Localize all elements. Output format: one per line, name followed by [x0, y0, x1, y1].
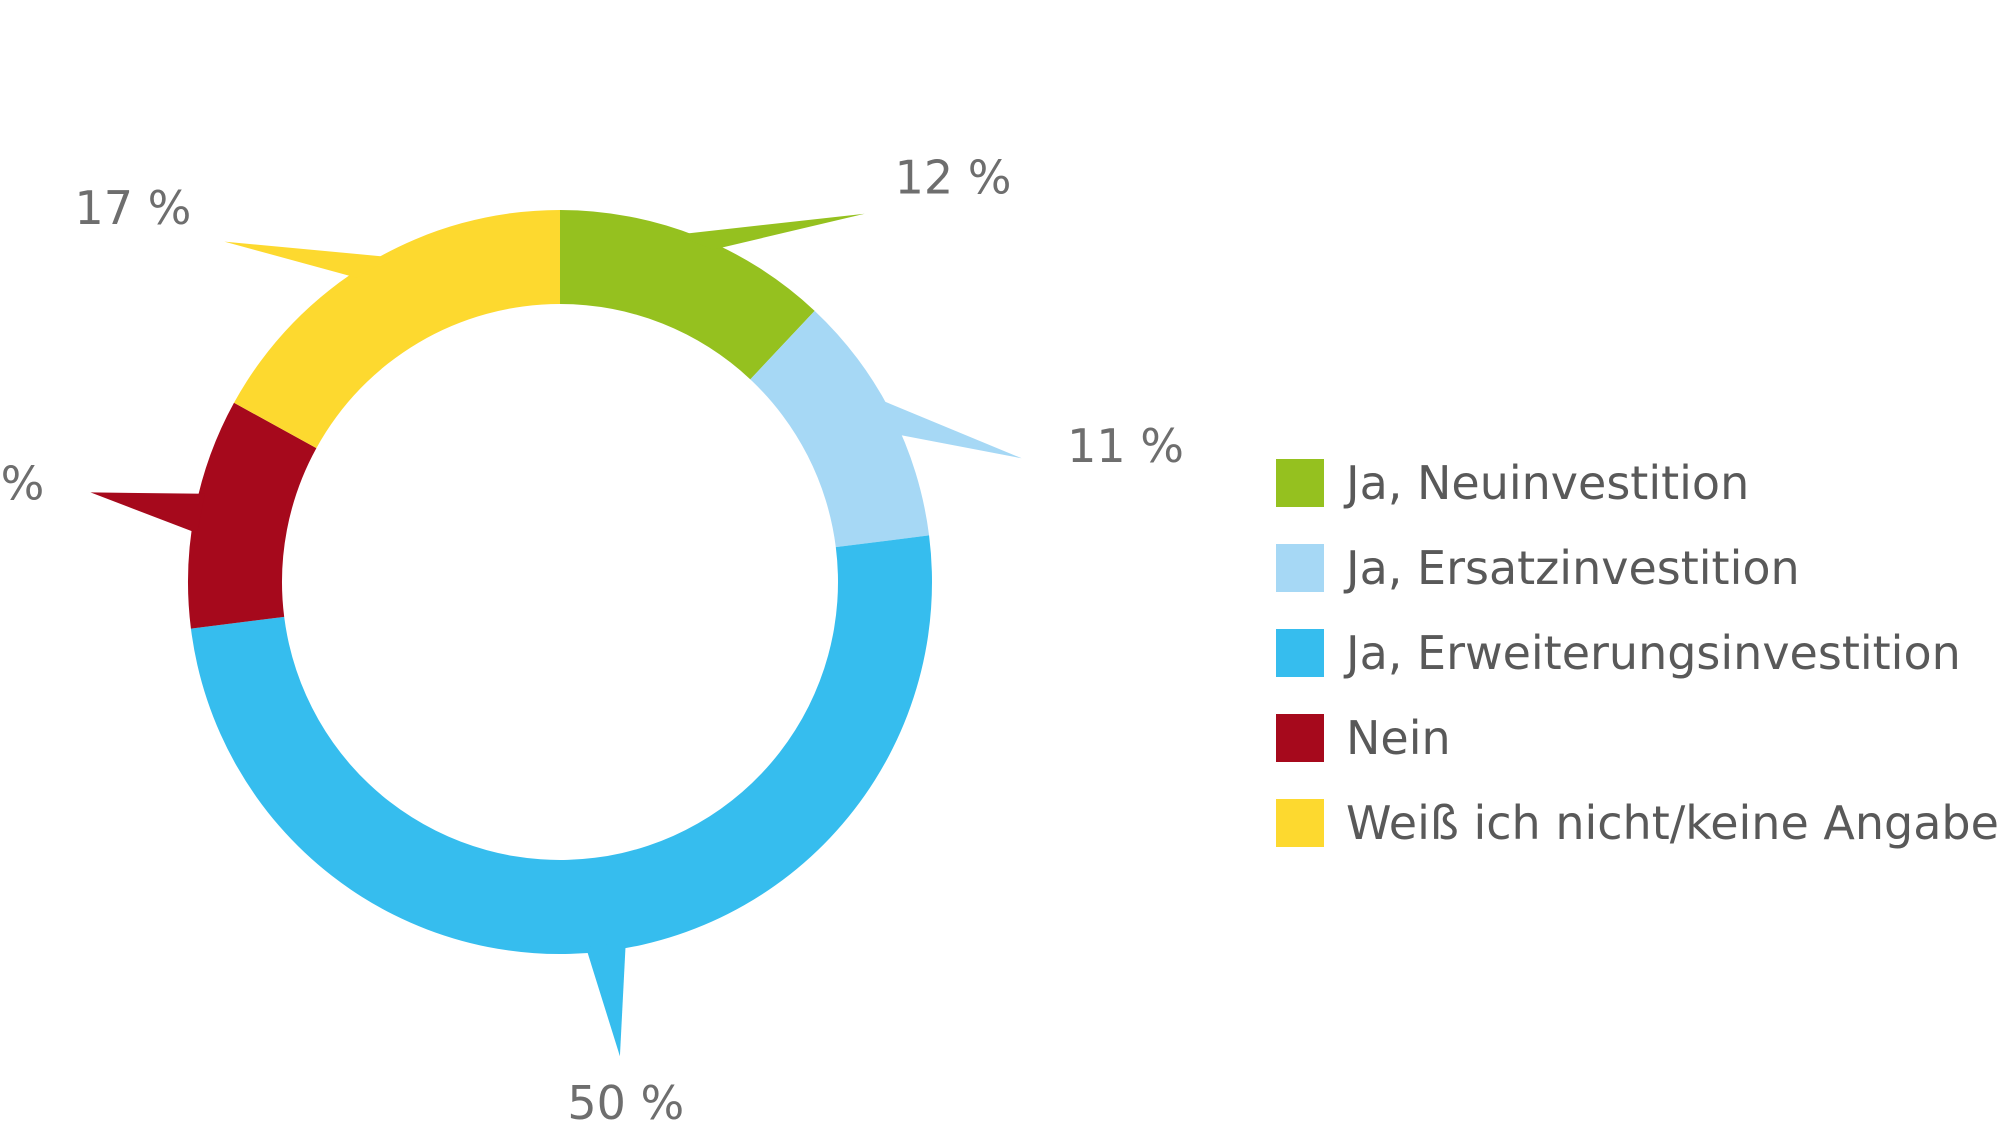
legend-label: Nein	[1346, 710, 1451, 765]
segment-weiss-nicht	[234, 210, 560, 449]
legend-item-erweiterungsinvestition: Ja, Erweiterungsinvestition	[1276, 610, 1999, 695]
value-label-erweiterungsinvestition: 50 %	[567, 1076, 684, 1124]
segment-ersatzinvestition-pointer	[876, 398, 1022, 459]
legend-label: Ja, Neuinvestition	[1346, 455, 1750, 510]
segment-weiss-nicht-pointer	[224, 241, 392, 278]
legend-item-weiss-nicht: Weiß ich nicht/keine Angabe	[1276, 780, 1999, 865]
legend-label: Ja, Ersatzinvestition	[1346, 540, 1800, 595]
segment-neuinvestition	[560, 210, 815, 380]
segment-erweiterungsinvestition-pointer	[585, 942, 626, 1057]
legend-label: Ja, Erweiterungsinvestition	[1346, 625, 1961, 680]
value-label-neuinvestition: 12 %	[895, 150, 1012, 204]
segment-erweiterungsinvestition	[190, 535, 933, 955]
legend-swatch	[1276, 458, 1324, 507]
legend-item-nein: Nein	[1276, 695, 1999, 780]
segment-neuinvestition-pointer	[675, 213, 865, 250]
value-label-ersatzinvestition: 11 %	[1067, 419, 1184, 473]
legend-swatch	[1276, 798, 1324, 847]
legend-item-ersatzinvestition: Ja, Ersatzinvestition	[1276, 525, 1999, 610]
legend-label: Weiß ich nicht/keine Angabe	[1346, 795, 1999, 850]
legend-swatch	[1276, 543, 1324, 592]
segment-nein	[187, 402, 317, 629]
legend: Ja, Neuinvestition Ja, Ersatzinvestition…	[1276, 440, 1999, 865]
segment-nein-pointer	[90, 492, 205, 534]
legend-swatch	[1276, 713, 1324, 762]
value-label-weiss-nicht: 17 %	[74, 181, 191, 235]
legend-swatch	[1276, 628, 1324, 677]
segment-ersatzinvestition	[750, 310, 930, 548]
legend-item-neuinvestition: Ja, Neuinvestition	[1276, 440, 1999, 525]
value-label-nein: 10 %	[0, 457, 44, 511]
